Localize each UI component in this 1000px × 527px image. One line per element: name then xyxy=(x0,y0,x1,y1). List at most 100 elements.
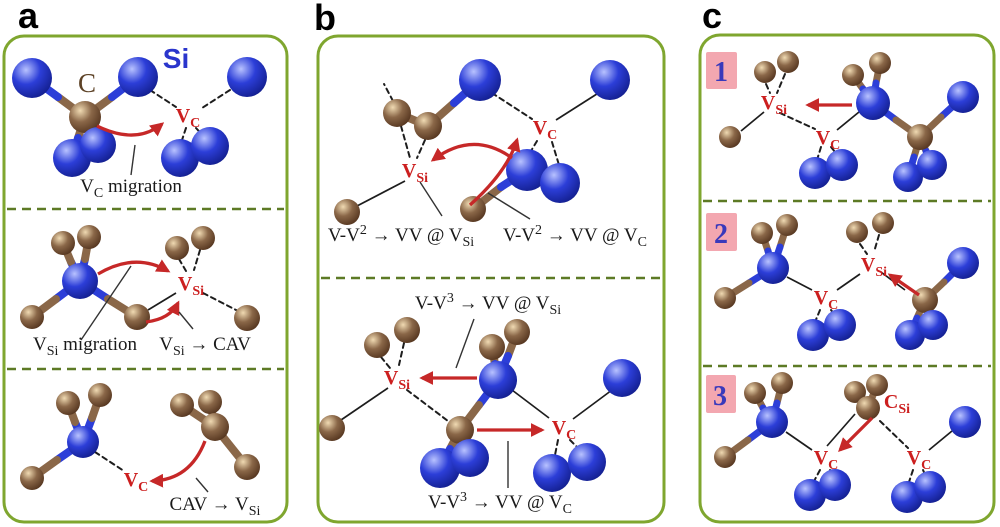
si-atom xyxy=(479,361,517,399)
section-number-2: 2 xyxy=(714,219,728,250)
si-atom xyxy=(917,150,947,180)
vc-label: VC xyxy=(814,287,839,313)
vc-label: VC xyxy=(124,469,149,495)
si-atom xyxy=(949,406,981,438)
c-atom xyxy=(170,393,194,417)
c-atom xyxy=(907,124,933,150)
c-atom xyxy=(714,287,736,309)
c-atom xyxy=(479,334,505,360)
c-atom xyxy=(77,225,101,249)
conversion-arrow xyxy=(149,440,207,488)
si-atom xyxy=(506,149,548,191)
c-atom xyxy=(201,413,229,441)
caption-vv2-at-vsi: V-V2 → VV @ VSi xyxy=(328,223,474,250)
vc-label-right: VC xyxy=(907,447,932,473)
dangling-bond-group xyxy=(147,249,239,312)
si-atom xyxy=(799,157,831,189)
vsi-label: VSi xyxy=(761,92,787,118)
dangling-bond-group xyxy=(356,83,601,207)
c-atom xyxy=(165,236,189,260)
caption-vv3-at-vsi: V-V3 → VV @ VSi xyxy=(415,291,561,318)
c-atom xyxy=(124,304,150,330)
si-atom xyxy=(62,263,98,299)
number-badge xyxy=(706,52,737,89)
section-number-1: 1 xyxy=(714,57,728,88)
c-atom xyxy=(504,319,530,345)
si-atom xyxy=(191,127,229,165)
migration-arrow xyxy=(887,273,920,297)
c-atom xyxy=(234,454,260,480)
vsi-label: VSi xyxy=(384,367,410,393)
c-atom xyxy=(51,231,75,255)
pointer-line xyxy=(419,181,443,217)
si-atom xyxy=(756,406,788,438)
panel-a-section-vsi-migration: VSi VSi migration VSi → CAV xyxy=(20,225,260,359)
section-number-3: 3 xyxy=(713,381,727,412)
c-atom xyxy=(846,221,868,243)
vsi-label: VSi xyxy=(178,273,204,299)
si-atom xyxy=(533,454,571,492)
c-atom xyxy=(20,466,44,490)
c-atom xyxy=(872,212,894,234)
si-atom xyxy=(757,252,789,284)
si-atom xyxy=(824,309,856,341)
vc-label: VC xyxy=(552,417,577,443)
si-atom xyxy=(856,86,890,120)
migration-arrow xyxy=(430,142,513,162)
c-atom xyxy=(383,99,411,127)
c-atom xyxy=(198,390,222,414)
si-atom xyxy=(459,59,501,101)
caption-vsi-migration: VSi migration xyxy=(33,334,138,359)
panel-c: c 1 xyxy=(698,0,996,524)
panel-b-section-divacancy-2: VSi VC V-V2 → VV @ VSi V-V2 → VV @ VC xyxy=(328,59,647,250)
caption-vv3-at-vc: V-V3 → VV @ VC xyxy=(428,490,572,517)
si-atom xyxy=(568,443,606,481)
panel-b: b xyxy=(314,0,666,524)
vc-label: VC xyxy=(816,127,841,153)
si-atom xyxy=(893,162,923,192)
panel-a-section-vc-migration: C Si VC VC migration xyxy=(12,43,267,201)
c-atom xyxy=(394,317,420,343)
si-atom-legend: Si xyxy=(163,43,189,74)
si-atom xyxy=(118,57,158,97)
conversion-arrow xyxy=(838,416,874,452)
dangling-bond-group xyxy=(740,73,860,161)
si-atom xyxy=(826,149,858,181)
si-atom xyxy=(67,426,99,458)
si-atom xyxy=(895,320,925,350)
pointer-line xyxy=(80,265,132,341)
si-atom xyxy=(451,439,489,477)
dangling-bond-group xyxy=(340,342,613,461)
si-atom xyxy=(590,60,630,100)
conversion-arrow xyxy=(145,300,180,324)
panel-a-section-cav-to-vsi: VC CAV → VSi xyxy=(20,383,261,519)
c-atom xyxy=(771,372,793,394)
migration-arrow xyxy=(468,137,521,207)
si-atom xyxy=(819,469,851,501)
vc-label: VC xyxy=(533,117,558,143)
c-atom xyxy=(719,126,741,148)
si-atom xyxy=(420,448,460,488)
caption-vsi-to-cav: VSi → CAV xyxy=(159,334,251,359)
number-badge xyxy=(706,213,737,251)
vsi-label: VSi xyxy=(402,160,428,186)
c-atom xyxy=(869,52,891,74)
si-atom xyxy=(80,127,116,163)
c-atom xyxy=(842,64,864,86)
panel-letter-b: b xyxy=(314,0,336,38)
c-atom-legend: C xyxy=(78,68,96,98)
caption-vv2-at-vc: V-V2 → VV @ VC xyxy=(503,223,647,250)
si-atom xyxy=(797,319,829,351)
caption-vc-migration: VC migration xyxy=(80,176,182,201)
c-atom xyxy=(56,391,80,415)
c-atom xyxy=(460,196,486,222)
migration-arrow xyxy=(96,122,165,137)
pointer-line xyxy=(178,311,194,330)
csi-label: CSi xyxy=(884,391,910,417)
si-atom xyxy=(603,359,641,397)
panel-c-section-3: 3 xyxy=(706,372,981,513)
c-atom xyxy=(414,112,442,140)
pointer-line xyxy=(195,477,209,493)
c-atom xyxy=(88,383,112,407)
